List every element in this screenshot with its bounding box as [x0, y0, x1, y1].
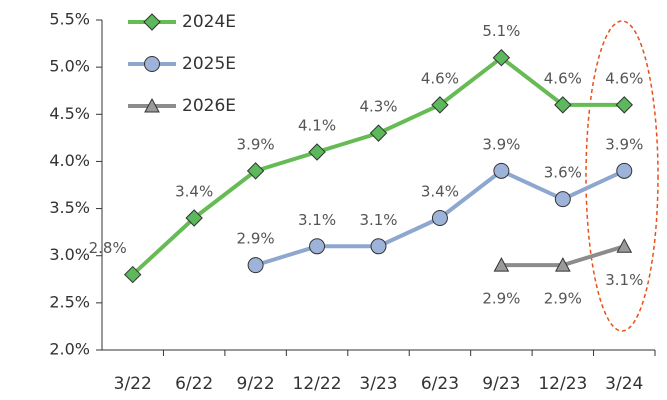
data-point: [369, 124, 388, 142]
data-label: 5.1%: [482, 22, 520, 40]
data-point: [492, 49, 511, 67]
x-tick-label: 6/22: [175, 374, 213, 394]
x-tick-label: 6/23: [421, 374, 459, 394]
data-label: 3.9%: [605, 135, 643, 153]
data-point: [493, 257, 510, 272]
y-tick-label: 3.0%: [49, 245, 90, 264]
data-label: 3.9%: [237, 135, 275, 153]
data-point: [616, 238, 633, 253]
data-point: [124, 265, 142, 284]
data-point: [309, 238, 326, 255]
data-point: [370, 238, 387, 255]
data-label: 2.9%: [482, 290, 520, 308]
x-tick-label: 3/24: [605, 374, 643, 394]
data-point: [615, 96, 633, 114]
data-label: 2.9%: [237, 230, 275, 248]
data-label: 2.8%: [89, 239, 127, 257]
data-label: 2.9%: [544, 290, 582, 308]
x-tick-label: 3/23: [359, 374, 397, 394]
legend-marker: [143, 13, 161, 31]
data-point: [431, 96, 449, 114]
data-point: [308, 143, 326, 161]
data-point: [493, 162, 510, 179]
x-tick-label: 3/22: [114, 374, 152, 394]
legend-label: 2025E: [182, 54, 236, 74]
data-label: 4.6%: [421, 69, 459, 87]
y-tick-label: 2.0%: [49, 340, 90, 359]
data-point: [246, 162, 265, 180]
data-point: [616, 162, 633, 179]
highlight-ellipse: [585, 20, 659, 332]
legend-label: 2024E: [182, 12, 236, 32]
data-label: 4.6%: [605, 69, 643, 87]
data-point: [554, 96, 572, 114]
data-point: [185, 209, 203, 227]
legend-marker: [144, 97, 160, 113]
x-tick-label: 9/22: [237, 374, 275, 394]
data-point: [554, 257, 571, 272]
data-label: 3.1%: [298, 211, 336, 229]
data-label: 3.1%: [605, 271, 643, 289]
data-label: 3.4%: [421, 183, 459, 201]
y-tick-label: 5.5%: [49, 10, 90, 29]
x-tick-label: 12/23: [538, 374, 587, 394]
legend-label: 2026E: [182, 96, 236, 116]
data-point: [247, 257, 264, 274]
data-label: 4.1%: [298, 117, 336, 135]
x-tick-label: 9/23: [482, 374, 520, 394]
y-tick-label: 4.5%: [49, 104, 90, 123]
data-label: 3.6%: [544, 164, 582, 182]
data-point: [554, 191, 571, 208]
data-label: 3.4%: [175, 183, 213, 201]
data-point: [431, 210, 448, 226]
data-label: 4.6%: [544, 69, 582, 87]
legend-marker: [144, 56, 160, 72]
data-label: 3.1%: [359, 211, 397, 229]
x-tick-label: 12/22: [293, 374, 342, 394]
y-tick-label: 5.0%: [49, 57, 90, 76]
y-tick-label: 2.5%: [49, 292, 90, 311]
y-tick-label: 4.0%: [49, 151, 90, 170]
y-tick-label: 3.5%: [49, 198, 90, 217]
data-label: 4.3%: [359, 98, 397, 116]
data-label: 3.9%: [482, 135, 520, 153]
